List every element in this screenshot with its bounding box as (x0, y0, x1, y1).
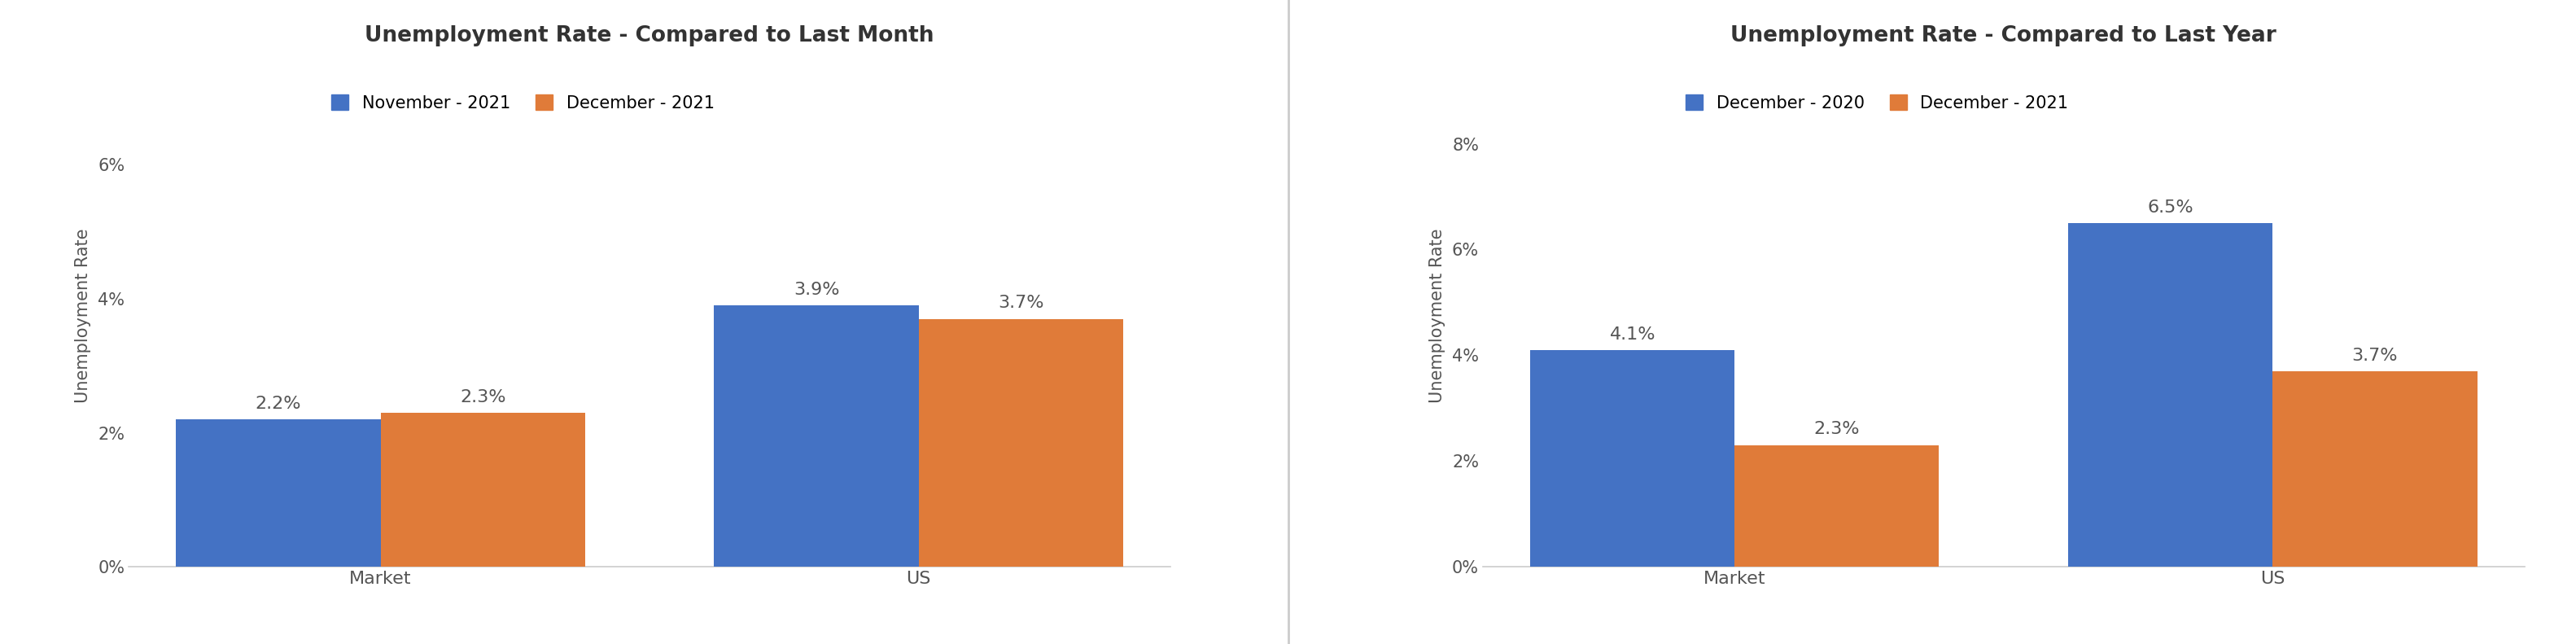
Text: 2.3%: 2.3% (461, 389, 505, 405)
Bar (381, 413, 585, 567)
Text: 2.3%: 2.3% (1814, 421, 1860, 437)
Legend: November - 2021, December - 2021: November - 2021, December - 2021 (325, 88, 721, 118)
Text: 3.9%: 3.9% (793, 281, 840, 298)
Legend: December - 2020, December - 2021: December - 2020, December - 2021 (1680, 88, 2076, 118)
Bar (714, 305, 920, 567)
Text: 2.2%: 2.2% (255, 395, 301, 412)
Title: Unemployment Rate - Compared to Last Year: Unemployment Rate - Compared to Last Yea… (1731, 26, 2277, 46)
Text: 3.7%: 3.7% (2352, 347, 2398, 364)
Bar (920, 319, 1123, 567)
Text: 6.5%: 6.5% (2148, 199, 2195, 216)
Text: 3.7%: 3.7% (997, 295, 1043, 312)
Bar (2272, 371, 2478, 567)
Y-axis label: Unemployment Rate: Unemployment Rate (75, 228, 90, 403)
Bar (2069, 223, 2272, 567)
Bar (175, 419, 381, 567)
Text: 4.1%: 4.1% (1610, 326, 1656, 343)
Bar (1530, 350, 1734, 567)
Bar (1734, 445, 1940, 567)
Title: Unemployment Rate - Compared to Last Month: Unemployment Rate - Compared to Last Mon… (366, 26, 935, 46)
Y-axis label: Unemployment Rate: Unemployment Rate (1430, 228, 1445, 403)
